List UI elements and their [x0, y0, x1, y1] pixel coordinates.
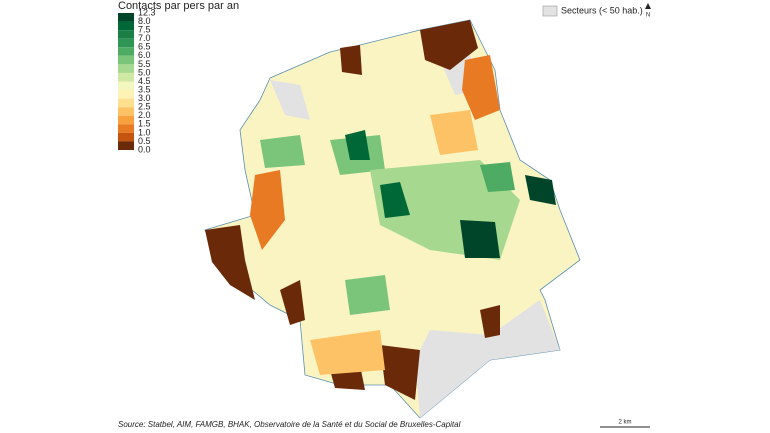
area-orange [250, 170, 285, 250]
area-darkgreen [525, 175, 556, 205]
legend-swatch [118, 13, 134, 22]
area-darkgreen [460, 220, 500, 258]
area-brown [380, 345, 420, 400]
legend-swatch [118, 81, 134, 91]
legend-label: 5.0 [138, 67, 151, 77]
legend-swatch [118, 64, 134, 73]
area-darkgreen [380, 182, 410, 218]
legend-swatch [118, 107, 134, 116]
legend-label: 2.5 [138, 102, 151, 112]
legend-label: 3.5 [138, 84, 151, 94]
sector-gray [270, 80, 310, 120]
sectors-swatch [542, 5, 558, 17]
legend-swatch [118, 21, 134, 31]
legend-swatch [118, 115, 134, 125]
legend: Contacts par pers par an 12.38.07.57.06.… [118, 0, 239, 154]
area-brown [280, 280, 305, 325]
source: Source: Statbel, AIM, FAMGB, BHAK, Obser… [118, 420, 461, 429]
legend-swatch [118, 90, 134, 99]
area-brown [420, 20, 478, 70]
legend-swatch [118, 30, 134, 39]
legend-label: 5.5 [138, 59, 151, 69]
area-brown [205, 225, 255, 300]
sectors-legend: Secteurs (< 50 hab.) [561, 5, 643, 15]
legend-label: 1.0 [138, 127, 151, 137]
legend-label: 6.5 [138, 42, 151, 52]
legend-label: 6.0 [138, 50, 151, 60]
legend-label: 0.5 [138, 136, 151, 146]
legend-label: 2.0 [138, 110, 151, 120]
sector-gray [415, 300, 560, 418]
legend-swatch [118, 132, 134, 142]
legend-label: 0.0 [138, 144, 151, 154]
north-label: N [646, 13, 650, 19]
legend-swatch [118, 72, 134, 82]
area-green [345, 275, 390, 315]
area-brown [340, 45, 362, 75]
north-arrow [645, 3, 651, 9]
legend-swatch [118, 47, 134, 56]
legend-swatch [118, 55, 134, 65]
legend-swatch [118, 38, 134, 48]
area-darkgreen [345, 130, 370, 160]
legend-label: 3.0 [138, 93, 151, 103]
legend-label: 4.5 [138, 76, 151, 86]
scale-label: 2 km [618, 420, 631, 426]
area-green [480, 162, 515, 192]
area-green [260, 135, 305, 168]
legend-label: 7.0 [138, 33, 151, 43]
legend-swatch [118, 98, 134, 108]
legend-label: 12.3 [138, 7, 156, 17]
area-orange [430, 110, 478, 155]
area-orange [310, 330, 385, 375]
legend-label: 1.5 [138, 119, 151, 129]
legend-swatch [118, 141, 134, 150]
area-brown [480, 305, 500, 338]
area-orange [462, 55, 500, 120]
region-map [204, 19, 581, 419]
legend-title: Contacts par pers par an [118, 0, 239, 12]
legend-swatch [118, 124, 134, 133]
legend-label: 7.5 [138, 25, 151, 35]
legend-label: 8.0 [138, 16, 151, 26]
